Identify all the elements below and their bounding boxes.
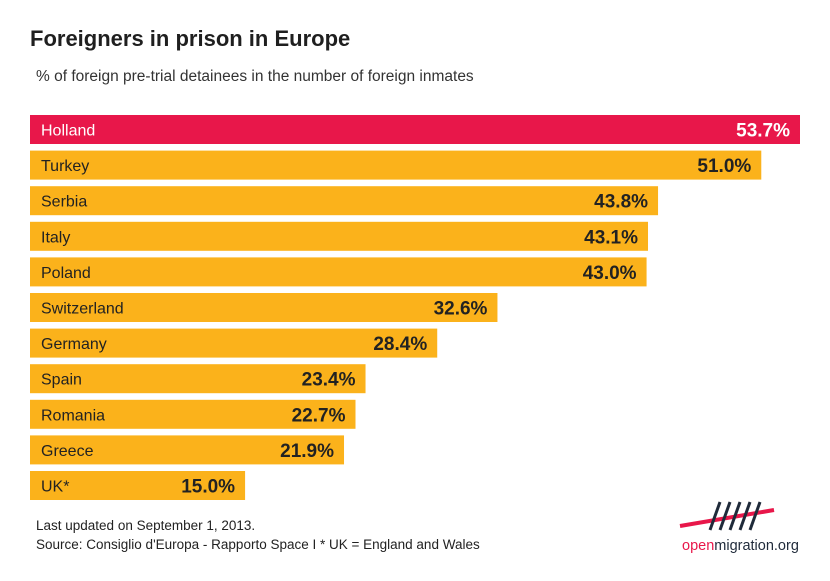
bar-label-greece: Greece [41, 443, 94, 460]
value-label-turkey: 51.0% [697, 156, 751, 177]
bar-holland [30, 115, 800, 144]
bar-spain [30, 364, 366, 394]
bar-label-switzerland: Switzerland [41, 301, 124, 318]
value-label-germany: 28.4% [373, 334, 427, 355]
value-label-poland: 43.0% [583, 263, 637, 284]
bar-greece [30, 435, 345, 465]
bar-italy [30, 221, 649, 251]
bar-germany [30, 328, 438, 358]
bar-romania [30, 399, 356, 429]
bar-label-uk: UK* [41, 479, 69, 496]
chart-subtitle: % of foreign pre-trial detainees in the … [36, 68, 474, 85]
bar-serbia [30, 186, 659, 216]
value-label-uk: 15.0% [181, 477, 235, 498]
logo-rest-text: migration.org [714, 538, 799, 554]
value-label-holland: 53.7% [736, 121, 790, 142]
value-label-greece: 21.9% [280, 441, 334, 462]
bar-label-turkey: Turkey [41, 158, 89, 175]
bar-uk [30, 471, 246, 500]
bar-label-serbia: Serbia [41, 194, 87, 211]
bar-label-poland: Poland [41, 265, 91, 282]
footer-source: Source: Consiglio d'Europa - Rapporto Sp… [36, 537, 480, 552]
chart-title: Foreigners in prison in Europe [30, 26, 351, 51]
logo-wordmark: openmigration.org [682, 538, 799, 554]
bar-label-romania: Romania [41, 407, 105, 424]
bar-chart: Holland 53.7% Turkey 51.0% Serbia 43.8% Italy 4… [30, 115, 800, 500]
bar-turkey [30, 150, 762, 180]
bar-label-spain: Spain [41, 372, 82, 389]
value-label-switzerland: 32.6% [434, 299, 488, 320]
footer-updated: Last updated on September 1, 2013. [36, 518, 256, 533]
openmigration-logo-icon [679, 501, 775, 531]
value-label-italy: 43.1% [584, 227, 638, 248]
bar-label-germany: Germany [41, 336, 107, 353]
bar-label-italy: Italy [41, 229, 70, 246]
value-label-romania: 22.7% [292, 405, 346, 426]
value-label-spain: 23.4% [302, 370, 356, 391]
value-label-serbia: 43.8% [594, 192, 648, 213]
logo-open-text: open [682, 538, 715, 554]
bar-switzerland [30, 293, 498, 322]
bar-label-holland: Holland [41, 123, 95, 140]
bar-poland [30, 257, 647, 287]
